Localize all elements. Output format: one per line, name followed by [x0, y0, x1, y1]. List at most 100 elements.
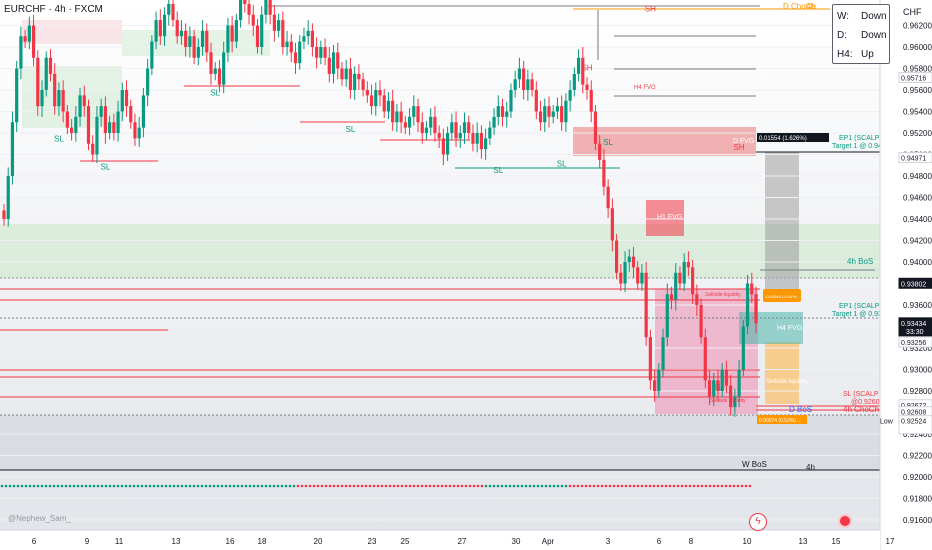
candle-body — [669, 294, 674, 300]
candle — [420, 112, 424, 144]
candle — [53, 63, 57, 115]
candle-body — [568, 90, 572, 101]
candle — [36, 50, 40, 116]
signal-dot — [616, 484, 620, 488]
signal-dot — [64, 484, 68, 488]
candle-body — [509, 90, 513, 112]
candle — [509, 83, 513, 118]
y-tick-label: 0.92400 — [903, 430, 932, 439]
signal-dot — [168, 484, 172, 488]
price-label-text: 0.92608 — [901, 410, 926, 417]
candle — [619, 264, 623, 292]
candle-body — [382, 95, 386, 112]
signal-dot — [0, 484, 4, 488]
signal-dot — [4, 484, 8, 488]
candle — [150, 35, 154, 75]
candle — [614, 234, 619, 280]
candle — [754, 286, 758, 333]
signal-dot — [676, 484, 680, 488]
signal-dot — [392, 484, 396, 488]
candle — [281, 11, 285, 55]
candle — [513, 70, 517, 98]
h4-fvg-teal-label: H4 FVG — [777, 325, 802, 332]
candle — [120, 82, 124, 122]
candle — [636, 260, 640, 290]
signal-dot — [328, 484, 332, 488]
x-tick-label: 17 — [886, 537, 895, 546]
candle — [179, 20, 184, 45]
symbol-header[interactable]: EURCHF · 4h · FXCM — [4, 4, 103, 15]
candle — [200, 20, 205, 56]
candle — [737, 359, 741, 408]
signal-dot — [220, 484, 224, 488]
signal-dot — [116, 484, 120, 488]
candle-body — [260, 14, 264, 47]
candle — [293, 42, 298, 74]
candle — [555, 97, 560, 120]
signal-dot — [20, 484, 24, 488]
lightning-icon[interactable]: ϟ — [749, 513, 767, 531]
candle — [243, 0, 247, 13]
demand-zone-top — [122, 30, 270, 56]
candle-body — [517, 68, 522, 80]
candle — [310, 23, 315, 57]
signal-dot — [180, 484, 184, 488]
y-tick-label: 0.93200 — [903, 344, 932, 353]
x-tick-label: 30 — [512, 537, 521, 546]
candle — [665, 283, 669, 346]
candle-body — [555, 106, 560, 112]
signal-dot — [100, 484, 104, 488]
signal-dot — [516, 484, 520, 488]
signal-dot — [512, 484, 516, 488]
candle-body — [289, 41, 293, 53]
candle — [445, 126, 450, 161]
signal-dot — [216, 484, 220, 488]
candle — [247, 0, 251, 25]
candle — [74, 106, 78, 142]
y-tick-label: 0.96000 — [903, 43, 932, 52]
x-tick-label: 6 — [32, 537, 37, 546]
candle-body — [293, 52, 298, 64]
signal-dot — [52, 484, 56, 488]
candle-body — [200, 30, 205, 47]
candle — [78, 87, 82, 127]
signal-dot — [272, 484, 276, 488]
candle — [116, 100, 120, 142]
price-label-tag — [898, 152, 932, 164]
signal-dot — [552, 484, 556, 488]
signal-dot — [96, 484, 100, 488]
x-tick-label: 13 — [172, 537, 181, 546]
sl-label: SL — [603, 138, 613, 147]
candle — [458, 125, 462, 149]
candle-body — [526, 79, 530, 90]
candle-body — [716, 380, 720, 391]
candle — [729, 374, 733, 416]
candle — [479, 125, 483, 159]
sl-label: SL — [210, 88, 220, 97]
signal-dot — [48, 484, 52, 488]
candle-body — [74, 116, 78, 133]
signal-dot — [744, 484, 748, 488]
candle — [572, 67, 576, 97]
candle-body — [133, 122, 137, 139]
record-icon[interactable] — [838, 514, 852, 528]
signal-dot — [468, 484, 472, 488]
signal-dot — [648, 484, 652, 488]
signal-dot — [484, 484, 488, 488]
candle-body — [429, 116, 433, 128]
signal-dot — [508, 484, 512, 488]
signal-dot — [288, 484, 292, 488]
candle-body — [353, 73, 357, 90]
signal-dot — [68, 484, 72, 488]
signal-dot — [396, 484, 400, 488]
candle — [382, 88, 386, 118]
signal-dot — [428, 484, 432, 488]
y-tick-label: 0.91800 — [903, 495, 932, 504]
candle — [454, 111, 458, 147]
candle-body — [264, 0, 268, 15]
candle-body — [154, 20, 158, 42]
sellside-liquidity-label: Sellside liquidity — [766, 379, 809, 385]
price-label-text: 0.93256 — [901, 340, 926, 347]
candle-body — [475, 133, 479, 144]
